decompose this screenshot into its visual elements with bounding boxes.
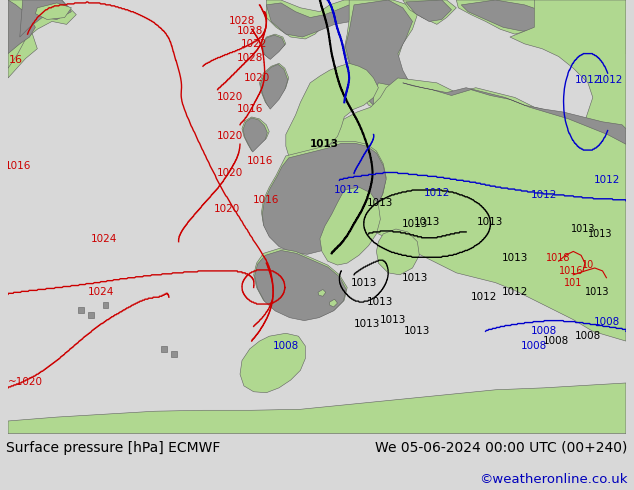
Text: 1008: 1008 — [273, 341, 299, 351]
Polygon shape — [406, 0, 451, 22]
Text: 1012: 1012 — [594, 175, 621, 185]
Polygon shape — [254, 248, 347, 319]
Text: 1013: 1013 — [585, 287, 610, 297]
Text: 1016: 1016 — [236, 104, 263, 114]
Polygon shape — [320, 187, 380, 265]
Polygon shape — [403, 83, 626, 144]
Text: 1012: 1012 — [575, 75, 601, 85]
Text: 16: 16 — [9, 55, 23, 66]
Text: 1013: 1013 — [380, 315, 406, 325]
Text: 1013: 1013 — [477, 217, 503, 227]
Text: 101: 101 — [564, 278, 583, 288]
Polygon shape — [373, 83, 417, 127]
Text: 1012: 1012 — [424, 188, 450, 198]
Text: 1008: 1008 — [594, 317, 621, 326]
Text: 1012: 1012 — [597, 75, 623, 85]
Text: 1028: 1028 — [229, 17, 255, 26]
Text: 1020: 1020 — [214, 203, 240, 214]
Polygon shape — [262, 143, 386, 254]
Text: 1013: 1013 — [404, 326, 430, 336]
Polygon shape — [103, 302, 108, 308]
Text: 1013: 1013 — [402, 273, 429, 283]
Polygon shape — [510, 0, 626, 195]
Polygon shape — [78, 307, 84, 313]
Text: 1016: 1016 — [559, 266, 583, 276]
Polygon shape — [262, 35, 285, 59]
Text: 1008: 1008 — [543, 336, 569, 346]
Polygon shape — [8, 0, 37, 78]
Text: 1012: 1012 — [334, 185, 360, 195]
Text: 1024: 1024 — [87, 287, 114, 297]
Text: 1020: 1020 — [217, 93, 243, 102]
Polygon shape — [261, 34, 286, 58]
Text: 1020: 1020 — [243, 73, 269, 83]
Polygon shape — [330, 78, 626, 341]
Text: 1013: 1013 — [588, 229, 613, 239]
Text: 1016: 1016 — [4, 161, 31, 171]
Text: 1012: 1012 — [531, 190, 557, 200]
Text: 1013: 1013 — [501, 253, 528, 263]
Polygon shape — [344, 0, 417, 115]
Text: 1012: 1012 — [501, 287, 528, 297]
Text: 1013: 1013 — [571, 224, 595, 234]
Polygon shape — [286, 63, 378, 161]
Text: 10: 10 — [582, 260, 594, 270]
Text: 1008: 1008 — [531, 326, 557, 336]
Polygon shape — [461, 0, 626, 49]
Polygon shape — [261, 141, 386, 253]
Polygon shape — [403, 0, 456, 24]
Text: 1013: 1013 — [367, 197, 394, 208]
Text: 1018: 1018 — [547, 253, 571, 263]
Polygon shape — [171, 351, 177, 357]
Polygon shape — [243, 118, 268, 152]
Text: 1013: 1013 — [354, 318, 380, 328]
Polygon shape — [318, 290, 326, 296]
Polygon shape — [346, 0, 413, 112]
Text: 1013: 1013 — [310, 139, 339, 149]
Text: ©weatheronline.co.uk: ©weatheronline.co.uk — [479, 473, 628, 486]
Polygon shape — [8, 0, 36, 53]
Polygon shape — [8, 0, 76, 68]
Text: We 05-06-2024 00:00 UTC (00+240): We 05-06-2024 00:00 UTC (00+240) — [375, 441, 628, 455]
Text: 1020: 1020 — [217, 169, 243, 178]
Text: 1008: 1008 — [575, 331, 601, 341]
Text: 1013: 1013 — [414, 217, 440, 227]
Text: 1020: 1020 — [217, 131, 243, 142]
Text: 1013: 1013 — [367, 297, 394, 307]
Polygon shape — [240, 333, 306, 392]
Text: 1013: 1013 — [402, 219, 429, 229]
Text: 1028: 1028 — [236, 53, 263, 64]
Polygon shape — [456, 0, 626, 53]
Polygon shape — [255, 250, 346, 320]
Text: 1024: 1024 — [91, 234, 117, 244]
Polygon shape — [88, 312, 94, 318]
Text: Surface pressure [hPa] ECMWF: Surface pressure [hPa] ECMWF — [6, 441, 221, 455]
Text: 1012: 1012 — [470, 292, 497, 302]
Polygon shape — [259, 63, 288, 107]
Polygon shape — [161, 346, 167, 352]
Text: 1013: 1013 — [351, 278, 377, 288]
Text: 1008: 1008 — [521, 341, 547, 351]
Polygon shape — [330, 299, 337, 307]
Polygon shape — [36, 3, 72, 20]
Polygon shape — [261, 64, 288, 109]
Text: 1028: 1028 — [236, 26, 263, 36]
Text: 1022: 1022 — [240, 39, 267, 49]
Polygon shape — [242, 117, 269, 151]
Polygon shape — [266, 3, 357, 37]
Text: 1016: 1016 — [253, 195, 280, 205]
Text: ~1020: ~1020 — [8, 377, 43, 387]
Polygon shape — [20, 0, 72, 37]
Text: 1016: 1016 — [247, 156, 273, 166]
Polygon shape — [8, 383, 626, 434]
Polygon shape — [377, 229, 419, 275]
Polygon shape — [266, 0, 368, 39]
